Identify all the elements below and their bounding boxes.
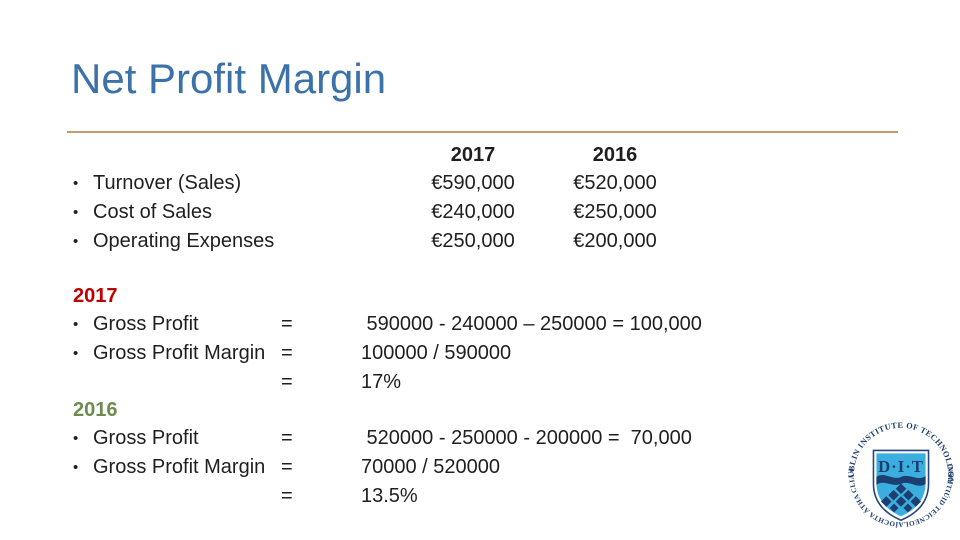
equals-sign: = [281, 427, 293, 449]
list-item: • Gross Profit Margin [73, 342, 265, 365]
value-2017-cost-of-sales: €240,000 [431, 201, 515, 223]
section-heading-2016: 2016 [73, 399, 118, 421]
value-2017-operating-expenses: €250,000 [431, 230, 515, 252]
column-header-2016: 2016 [592, 144, 638, 166]
formula-gross-profit-2016: 520000 - 250000 - 200000 = 70,000 [361, 427, 692, 449]
list-item: • Operating Expenses [73, 230, 274, 253]
section-heading-2017: 2017 [73, 285, 118, 307]
equals-sign: = [281, 485, 293, 507]
bullet-icon: • [73, 459, 79, 476]
list-item: • Cost of Sales [73, 201, 212, 224]
list-item: • Gross Profit Margin [73, 456, 265, 479]
logo-star-right-icon: ✶ [946, 473, 954, 479]
result-gross-profit-margin-2016: 13.5% [361, 485, 418, 507]
bullet-icon: • [73, 233, 79, 250]
logo-shield-icon: D·I·T [872, 449, 930, 522]
row-label-gross-profit-2016: Gross Profit [93, 427, 199, 449]
logo-dit-text: D·I·T [878, 457, 924, 476]
list-item: • Gross Profit [73, 313, 199, 336]
row-label-gross-profit-margin-2017: Gross Profit Margin [93, 342, 266, 364]
dit-seal-icon: DUBLIN INSTITUTE OF TECHNOLOGY INSTITIÚI… [842, 414, 960, 534]
bullet-icon: • [73, 175, 79, 192]
formula-gross-profit-margin-2016: 70000 / 520000 [361, 456, 501, 478]
equals-sign: = [281, 313, 293, 335]
equals-sign: = [281, 342, 293, 364]
formula-gross-profit-margin-2017: 100000 / 590000 [361, 342, 512, 364]
result-gross-profit-margin-2017: 17% [361, 371, 402, 393]
logo-star-left-icon: ✶ [848, 467, 857, 474]
bullet-icon: • [73, 316, 79, 333]
value-2017-turnover: €590,000 [431, 172, 515, 194]
row-label-gross-profit-2017: Gross Profit [93, 313, 199, 335]
bullet-icon: • [73, 345, 79, 362]
list-item: • Gross Profit [73, 427, 199, 450]
dit-logo: DUBLIN INSTITUTE OF TECHNOLOGY INSTITIÚI… [842, 414, 960, 536]
title-divider [67, 131, 898, 133]
row-label-gross-profit-margin-2016: Gross Profit Margin [93, 456, 266, 478]
column-header-2017: 2017 [450, 144, 496, 166]
equals-sign: = [281, 456, 293, 478]
page-title: Net Profit Margin [71, 55, 387, 102]
value-2016-turnover: €520,000 [573, 172, 657, 194]
bullet-icon: • [73, 430, 79, 447]
equals-sign: = [281, 371, 293, 393]
row-label-cost-of-sales: Cost of Sales [93, 201, 212, 223]
value-2016-operating-expenses: €200,000 [573, 230, 657, 252]
value-2016-cost-of-sales: €250,000 [573, 201, 657, 223]
row-label-operating-expenses: Operating Expenses [93, 230, 275, 252]
bullet-icon: • [73, 204, 79, 221]
formula-gross-profit-2017: 590000 - 240000 – 250000 = 100,000 [361, 313, 702, 335]
row-label-turnover: Turnover (Sales) [93, 172, 242, 194]
list-item: • Turnover (Sales) [73, 172, 241, 195]
